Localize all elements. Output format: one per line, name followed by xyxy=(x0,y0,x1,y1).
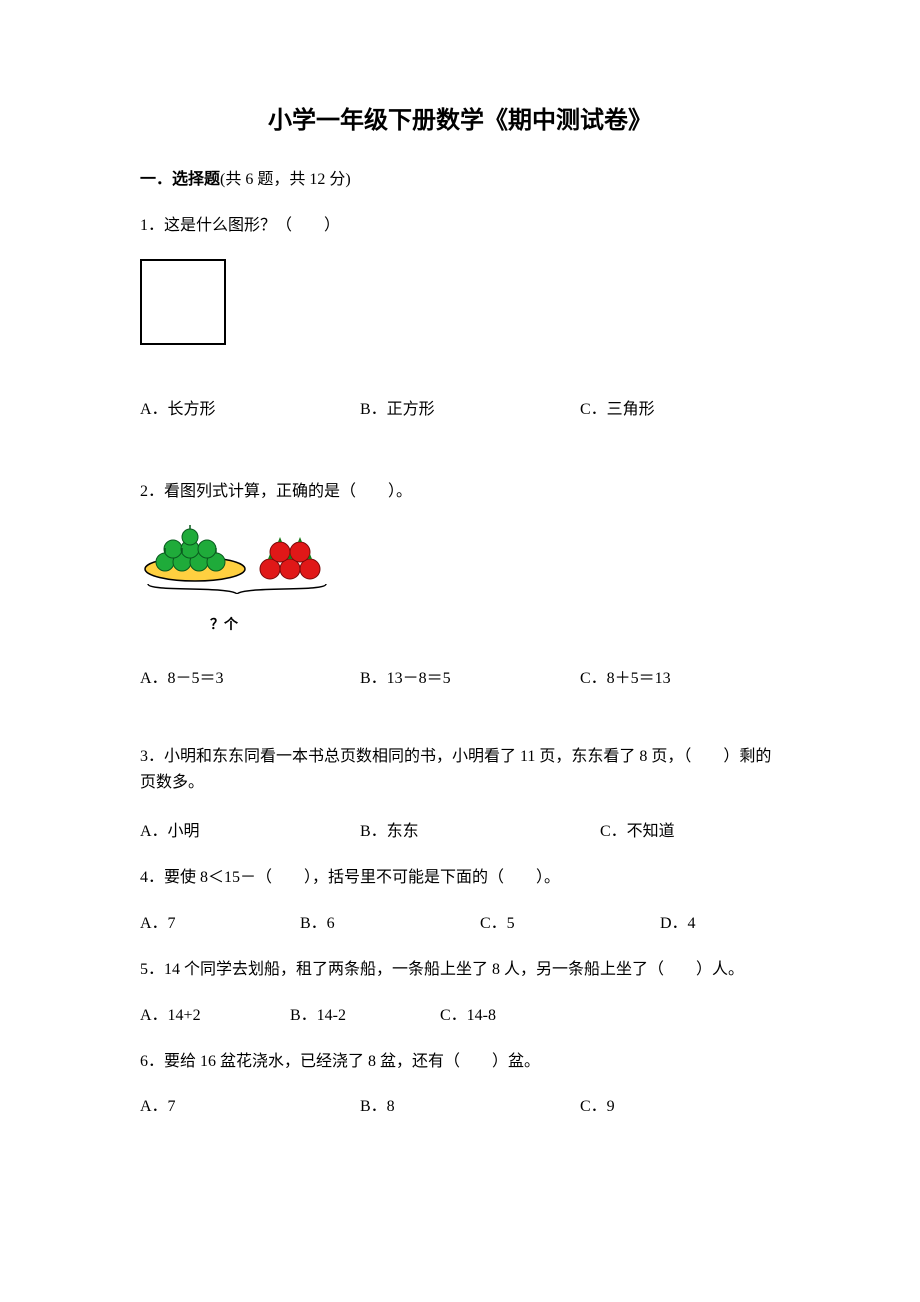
q3-opt-a: A．小明 xyxy=(140,817,360,841)
fruit-svg xyxy=(140,524,340,594)
q3-opt-c: C．不知道 xyxy=(600,817,675,841)
page-content: 小学一年级下册数学《期中测试卷》 一．选择题(共 6 题，共 12 分) 1．这… xyxy=(0,0,920,1212)
q1-opt-b: B．正方形 xyxy=(360,395,580,419)
q6-opt-b: B．8 xyxy=(360,1092,580,1116)
q1-figure xyxy=(140,259,780,345)
q2-figure-label: ？个 xyxy=(210,614,780,634)
q5-options: A．14+2 B．14-2 C．14-8 xyxy=(140,1001,780,1025)
q4-opt-c: C．5 xyxy=(480,909,660,933)
q2-text: 2．看图列式计算，正确的是（ ）。 xyxy=(140,479,780,505)
q1-options: A．长方形 B．正方形 C．三角形 xyxy=(140,395,780,419)
q6-opt-c: C．9 xyxy=(580,1092,615,1116)
q4-opt-a: A．7 xyxy=(140,909,300,933)
q4-text: 4．要使 8＜15－（ ），括号里不可能是下面的（ ）。 xyxy=(140,865,780,891)
q5-text: 5．14 个同学去划船，租了两条船，一条船上坐了 8 人，另一条船上坐了（ ）人… xyxy=(140,957,780,983)
q2-opt-b: B．13－8＝5 xyxy=(360,664,580,688)
q6-opt-a: A．7 xyxy=(140,1092,360,1116)
q5-opt-b: B．14-2 xyxy=(290,1001,440,1025)
q3-opt-b: B．东东 xyxy=(360,817,600,841)
q2-opt-c: C．8＋5＝13 xyxy=(580,664,671,688)
section-1-header: 一．选择题(共 6 题，共 12 分) xyxy=(140,165,780,189)
q6-options: A．7 B．8 C．9 xyxy=(140,1092,780,1116)
q2-opt-a: A．8－5＝3 xyxy=(140,664,360,688)
q2-options: A．8－5＝3 B．13－8＝5 C．8＋5＝13 xyxy=(140,664,780,688)
q5-opt-c: C．14-8 xyxy=(440,1001,496,1025)
square-shape xyxy=(140,259,226,345)
q3-text: 3．小明和东东同看一本书总页数相同的书，小明看了 11 页，东东看了 8 页，（… xyxy=(140,744,780,795)
q6-text: 6．要给 16 盆花浇水，已经浇了 8 盆，还有（ ）盆。 xyxy=(140,1049,780,1075)
document-title: 小学一年级下册数学《期中测试卷》 xyxy=(140,100,780,135)
q3-options: A．小明 B．东东 C．不知道 xyxy=(140,817,780,841)
section-1-prefix: 一．选择题 xyxy=(140,171,220,188)
q1-opt-a: A．长方形 xyxy=(140,395,360,419)
q1-text: 1．这是什么图形？（ ） xyxy=(140,213,780,239)
q1-opt-c: C．三角形 xyxy=(580,395,655,419)
q2-figure xyxy=(140,524,780,594)
q4-options: A．7 B．6 C．5 D．4 xyxy=(140,909,780,933)
green-fruits xyxy=(156,525,225,571)
q4-opt-d: D．4 xyxy=(660,909,696,933)
section-1-detail: (共 6 题，共 12 分) xyxy=(220,171,351,188)
bracket-icon xyxy=(148,584,326,594)
red-fruits xyxy=(260,537,320,579)
q5-opt-a: A．14+2 xyxy=(140,1001,290,1025)
q4-opt-b: B．6 xyxy=(300,909,480,933)
